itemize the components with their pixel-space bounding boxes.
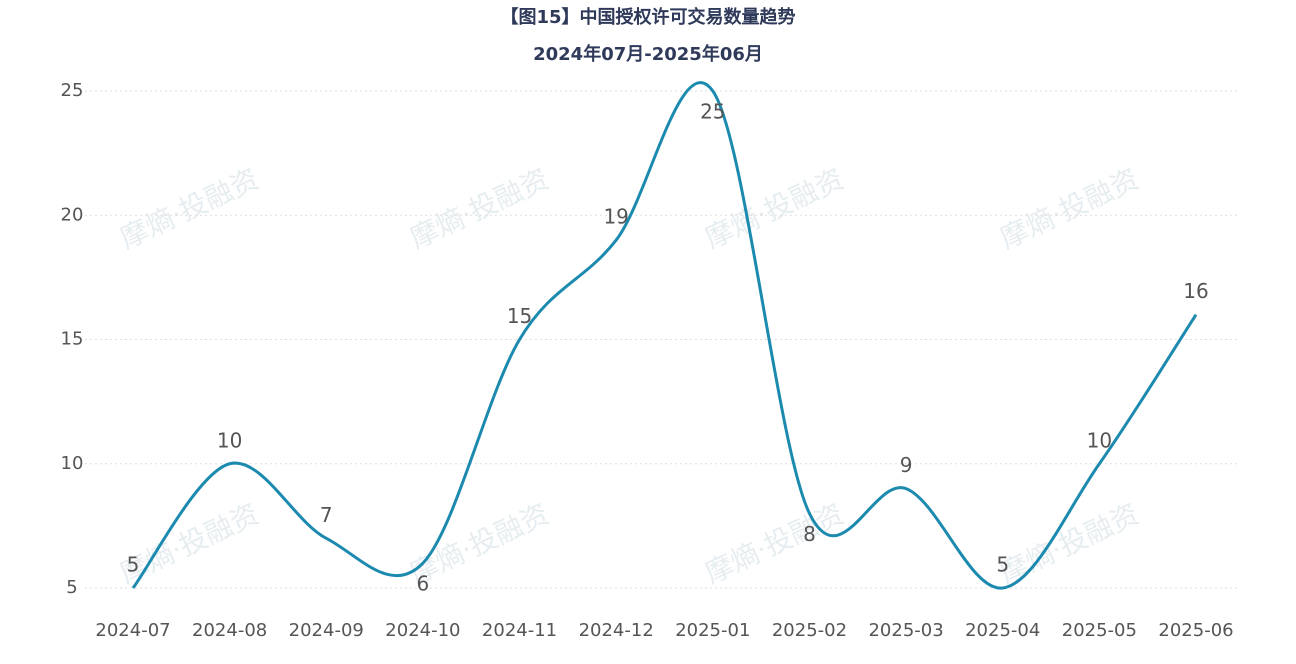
data-label: 15: [507, 304, 532, 328]
chart-subtitle: 2024年07月-2025年06月: [533, 43, 763, 65]
x-tick-label: 2024-08: [192, 620, 267, 641]
data-label: 6: [417, 572, 430, 596]
y-tick-label: 25: [61, 80, 84, 101]
data-label: 10: [217, 428, 242, 452]
x-tick-label: 2024-11: [482, 620, 557, 641]
chart-title: 【图15】中国授权许可交易数量趋势: [500, 6, 795, 28]
data-label: 25: [700, 100, 725, 124]
x-tick-label: 2025-02: [772, 620, 847, 641]
watermark: 摩熵·投融资: [115, 162, 264, 255]
data-line: [131, 81, 1198, 590]
y-tick-label: 15: [61, 329, 84, 350]
watermark: 摩熵·投融资: [405, 162, 554, 255]
x-tick-label: 2025-05: [1062, 620, 1137, 641]
x-tick-label: 2025-03: [868, 620, 943, 641]
x-tick-label: 2024-07: [95, 620, 170, 641]
y-tick-label: 10: [61, 453, 84, 474]
data-label: 5: [996, 553, 1009, 577]
y-tick-label: 20: [61, 204, 84, 225]
data-label: 19: [603, 205, 628, 229]
x-tick-label: 2025-04: [965, 620, 1040, 641]
x-tick-label: 2024-10: [385, 620, 460, 641]
watermark: 摩熵·投融资: [700, 497, 849, 590]
data-label: 9: [900, 453, 913, 477]
data-label: 5: [127, 553, 140, 577]
x-tick-label: 2025-01: [675, 620, 750, 641]
x-tick-label: 2024-12: [579, 620, 654, 641]
data-label: 7: [320, 503, 333, 527]
data-label: 16: [1183, 279, 1208, 303]
watermark: 摩熵·投融资: [995, 162, 1144, 255]
data-label: 10: [1087, 428, 1112, 452]
x-tick-label: 2024-09: [289, 620, 364, 641]
watermark: 摩熵·投融资: [700, 162, 849, 255]
data-label: 8: [803, 522, 816, 546]
y-tick-label: 5: [66, 577, 77, 598]
x-tick-label: 2025-06: [1158, 620, 1233, 641]
